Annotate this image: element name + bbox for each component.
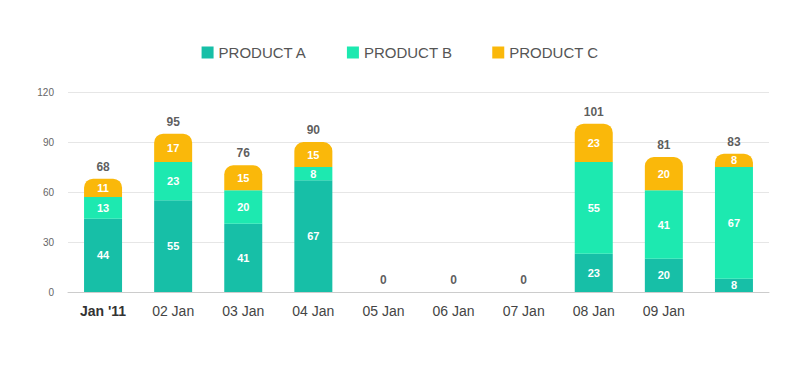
svg-text:83: 83 bbox=[727, 135, 741, 149]
svg-text:120: 120 bbox=[37, 87, 54, 98]
svg-text:44: 44 bbox=[97, 249, 110, 261]
svg-text:05 Jan: 05 Jan bbox=[362, 303, 404, 319]
svg-text:08 Jan: 08 Jan bbox=[573, 303, 615, 319]
svg-text:04 Jan: 04 Jan bbox=[292, 303, 334, 319]
svg-text:67: 67 bbox=[307, 230, 319, 242]
svg-text:8: 8 bbox=[731, 154, 737, 166]
svg-text:41: 41 bbox=[237, 252, 249, 264]
svg-text:90: 90 bbox=[307, 123, 321, 137]
svg-text:55: 55 bbox=[167, 240, 179, 252]
svg-text:81: 81 bbox=[657, 138, 671, 152]
svg-text:8: 8 bbox=[731, 279, 737, 291]
svg-text:68: 68 bbox=[96, 160, 110, 174]
svg-text:8: 8 bbox=[310, 168, 316, 180]
svg-text:13: 13 bbox=[97, 202, 109, 214]
svg-text:60: 60 bbox=[43, 187, 55, 198]
svg-text:0: 0 bbox=[450, 273, 457, 287]
svg-text:17: 17 bbox=[167, 142, 179, 154]
svg-text:23: 23 bbox=[588, 137, 600, 149]
svg-text:20: 20 bbox=[237, 201, 249, 213]
svg-text:30: 30 bbox=[43, 237, 55, 248]
svg-text:90: 90 bbox=[43, 137, 55, 148]
svg-text:03 Jan: 03 Jan bbox=[222, 303, 264, 319]
svg-text:20: 20 bbox=[658, 168, 670, 180]
svg-text:15: 15 bbox=[307, 149, 319, 161]
svg-text:23: 23 bbox=[588, 267, 600, 279]
svg-text:06 Jan: 06 Jan bbox=[433, 303, 475, 319]
svg-text:55: 55 bbox=[588, 202, 600, 214]
svg-text:76: 76 bbox=[237, 146, 251, 160]
svg-text:67: 67 bbox=[728, 217, 740, 229]
svg-text:41: 41 bbox=[658, 219, 670, 231]
svg-text:95: 95 bbox=[166, 115, 180, 129]
svg-text:Jan '11: Jan '11 bbox=[80, 303, 126, 319]
svg-text:PRODUCT B: PRODUCT B bbox=[364, 44, 452, 61]
svg-text:23: 23 bbox=[167, 175, 179, 187]
svg-text:PRODUCT C: PRODUCT C bbox=[509, 44, 598, 61]
svg-text:20: 20 bbox=[658, 269, 670, 281]
svg-text:07 Jan: 07 Jan bbox=[503, 303, 545, 319]
svg-text:02 Jan: 02 Jan bbox=[152, 303, 194, 319]
svg-text:0: 0 bbox=[48, 287, 54, 298]
svg-text:0: 0 bbox=[380, 273, 387, 287]
svg-text:11: 11 bbox=[97, 182, 109, 194]
svg-text:0: 0 bbox=[520, 273, 527, 287]
svg-text:PRODUCT A: PRODUCT A bbox=[219, 44, 306, 61]
svg-text:09 Jan: 09 Jan bbox=[643, 303, 685, 319]
svg-text:15: 15 bbox=[237, 172, 249, 184]
svg-text:101: 101 bbox=[584, 105, 604, 119]
